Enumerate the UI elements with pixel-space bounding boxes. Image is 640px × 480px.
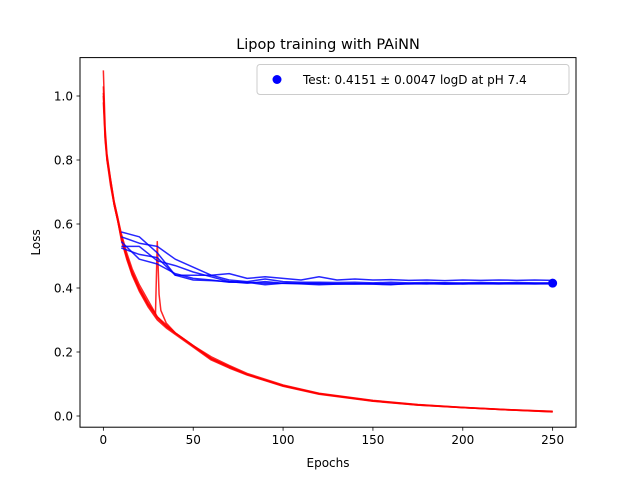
chart-title: Lipop training with PAiNN xyxy=(236,37,420,53)
plot-area xyxy=(102,70,558,413)
validation-loss-line-1 xyxy=(121,231,553,282)
y-tick-label: 0.8 xyxy=(54,153,73,167)
x-tick-label: 200 xyxy=(451,433,474,447)
y-tick-label: 0.2 xyxy=(54,345,73,359)
legend-box xyxy=(256,64,570,95)
legend: Test: 0.4151 ± 0.0047 logD at pH 7.4 xyxy=(256,64,570,95)
legend-marker-test xyxy=(272,75,282,84)
y-tick-label: 0.4 xyxy=(54,281,73,295)
train-loss-line-5 xyxy=(102,92,553,413)
y-tick-label: 1.0 xyxy=(54,89,73,103)
validation-loss-line-3 xyxy=(121,236,553,284)
y-tick-label: 0.0 xyxy=(54,409,73,423)
y-tick-label: 0.6 xyxy=(54,217,73,231)
x-tick-label: 100 xyxy=(272,433,295,447)
x-tick-label: 0 xyxy=(100,433,108,447)
x-tick-label: 250 xyxy=(541,433,564,447)
ticks: 0 50 100 150 200 250 0.0 0.2 0.4 0.6 0.8 1.0 xyxy=(54,89,564,447)
x-tick-label: 50 xyxy=(186,433,201,447)
y-axis-label: Loss xyxy=(29,229,43,255)
legend-label-test: Test: 0.4151 ± 0.0047 logD at pH 7.4 xyxy=(302,73,527,87)
x-tick-label: 150 xyxy=(361,433,384,447)
test-point xyxy=(548,278,558,288)
x-axis-label: Epochs xyxy=(307,456,350,470)
axes-frame xyxy=(79,57,577,428)
validation-loss-line-5 xyxy=(121,247,553,285)
